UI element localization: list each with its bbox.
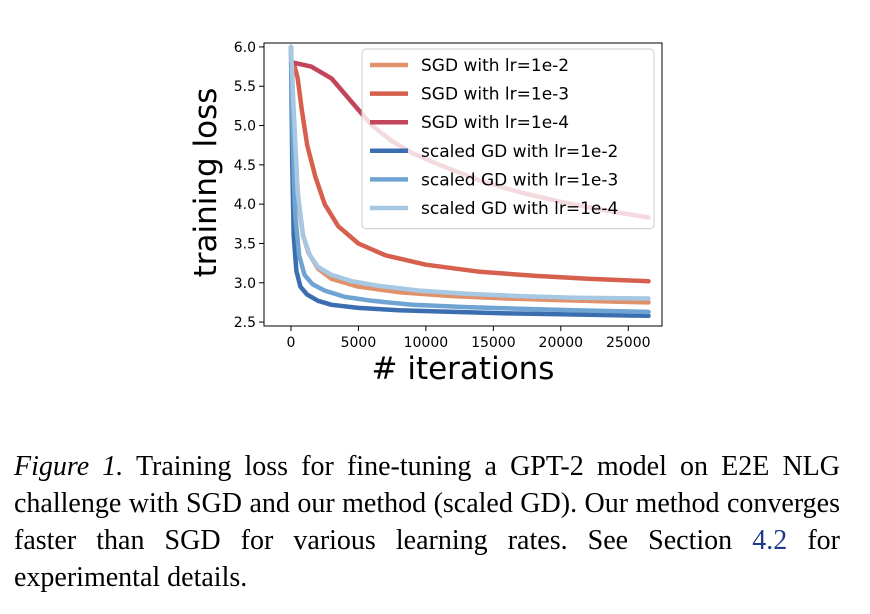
x-tick-label: 20000 [539, 335, 584, 351]
x-tick-label: 25000 [606, 335, 651, 351]
plot-frame [263, 42, 663, 327]
y-tick-label: 3.0 [234, 276, 256, 292]
series-line-5 [288, 44, 651, 315]
x-tick-label: 0 [287, 335, 296, 351]
series-line-6 [288, 44, 651, 301]
y-tick-label: 2.5 [234, 315, 256, 331]
legend-entry-label: SGD with lr=1e-4 [421, 113, 569, 133]
y-axis: 2.5 3.0 3.5 4.0 4.5 5.0 5.5 6.0 [234, 40, 264, 331]
x-axis-label: # iterations [372, 351, 555, 387]
legend-entry-label: scaled GD with lr=1e-3 [421, 170, 618, 190]
legend: SGD with lr=1e-2 SGD with lr=1e-3 SGD with… [361, 48, 655, 230]
legend-entry-label: scaled GD with lr=1e-4 [421, 199, 618, 219]
legend-entry-label: scaled GD with lr=1e-2 [421, 142, 618, 162]
series-line-4 [288, 44, 651, 319]
training-loss-chart: 0 5000 10000 15000 20000 25000 2.5 3.0 3.5 4.0 4.… [188, 40, 663, 387]
y-tick-label: 4.0 [234, 197, 256, 213]
x-axis: 0 5000 10000 15000 20000 25000 [287, 326, 651, 351]
x-tick-label: 10000 [404, 335, 449, 351]
y-tick-label: 5.0 [234, 119, 256, 135]
series-line-2 [291, 60, 651, 284]
x-tick-label: 5000 [341, 335, 377, 351]
y-axis-label: training loss [188, 88, 224, 278]
figure-label: Figure 1. [14, 451, 124, 482]
x-tick-label: 15000 [471, 335, 516, 351]
figure-caption: Figure 1. Training loss for fine-tuning … [14, 448, 840, 596]
y-tick-label: 5.5 [234, 79, 256, 95]
legend-box [361, 48, 655, 230]
legend-entry-label: SGD with lr=1e-2 [421, 56, 569, 76]
caption-text-end: for experimental details. [14, 525, 840, 593]
caption-text: Training loss for fine-tuning a GPT-2 mo… [14, 451, 841, 556]
y-tick-label: 3.5 [234, 236, 256, 252]
y-tick-label: 4.5 [234, 158, 256, 174]
legend-entry-label: SGD with lr=1e-3 [421, 85, 569, 105]
y-tick-label: 6.0 [234, 40, 256, 56]
section-reference-link[interactable]: 4.2 [752, 525, 788, 556]
